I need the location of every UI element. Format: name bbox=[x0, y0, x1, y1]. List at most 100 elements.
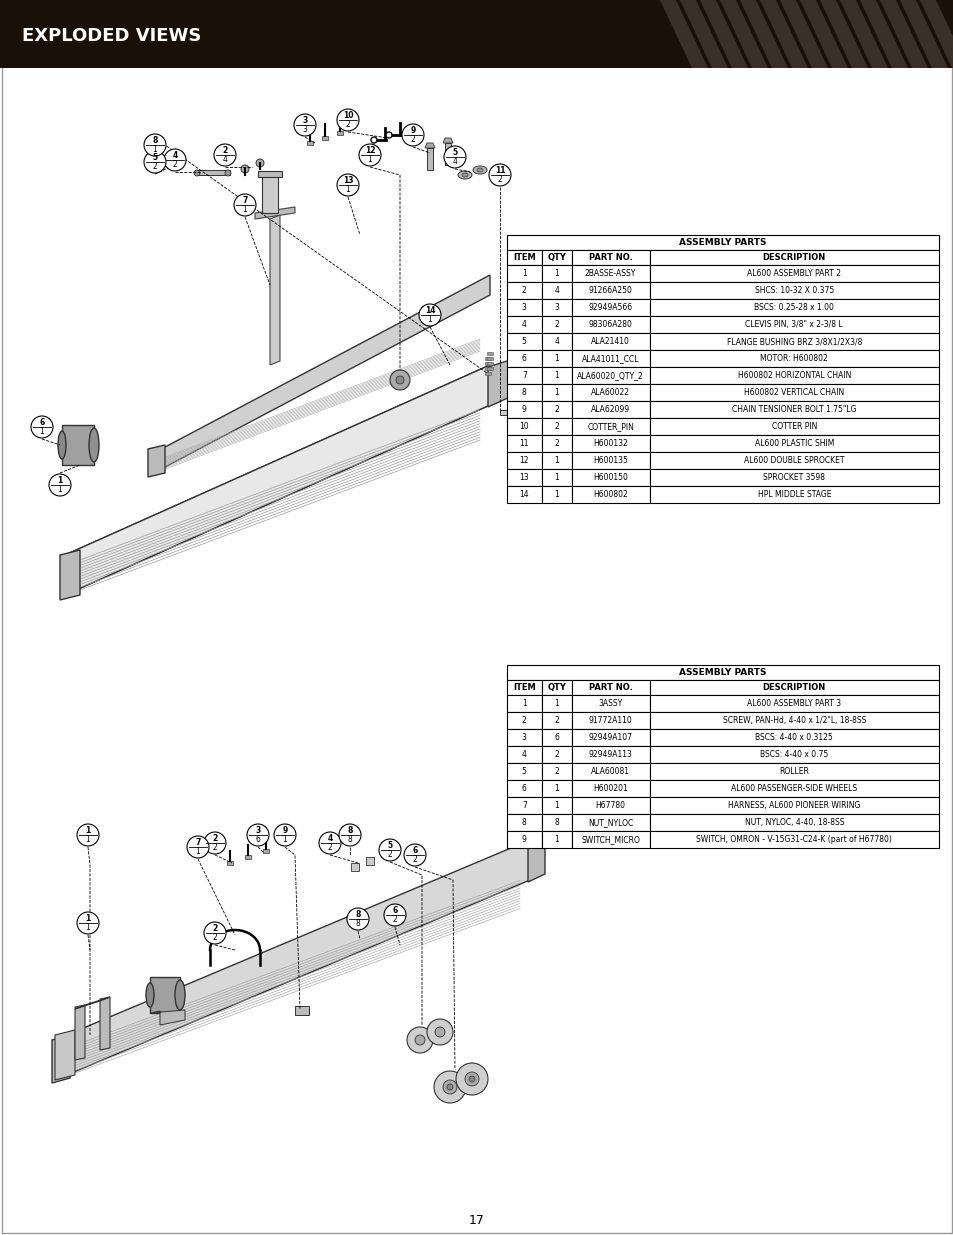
Text: H600802 HORIZONTAL CHAIN: H600802 HORIZONTAL CHAIN bbox=[737, 370, 850, 380]
Text: 1: 1 bbox=[367, 156, 372, 164]
Polygon shape bbox=[227, 861, 233, 864]
Text: 6: 6 bbox=[521, 784, 526, 793]
Text: 2: 2 bbox=[345, 120, 350, 130]
Text: ROLLER: ROLLER bbox=[779, 767, 808, 776]
Bar bbox=[541, 435, 571, 452]
Text: SWITCH, OMRON - V-15G31-C24-K (part of H67780): SWITCH, OMRON - V-15G31-C24-K (part of H… bbox=[696, 835, 891, 844]
Circle shape bbox=[204, 923, 226, 944]
Text: 17: 17 bbox=[469, 1214, 484, 1228]
Text: SWITCH_MICRO: SWITCH_MICRO bbox=[580, 835, 639, 844]
Bar bbox=[571, 746, 649, 763]
Bar bbox=[506, 435, 541, 452]
Text: EXPLODED VIEWS: EXPLODED VIEWS bbox=[22, 27, 201, 44]
Text: ALA21410: ALA21410 bbox=[591, 337, 630, 346]
Polygon shape bbox=[270, 215, 280, 366]
Text: HARNESS, AL600 PIONEER WIRING: HARNESS, AL600 PIONEER WIRING bbox=[727, 802, 860, 810]
Bar bbox=[571, 333, 649, 350]
Text: DESCRIPTION: DESCRIPTION bbox=[761, 683, 825, 692]
Bar bbox=[571, 282, 649, 299]
Bar bbox=[649, 350, 938, 367]
Circle shape bbox=[395, 375, 403, 384]
Circle shape bbox=[390, 370, 410, 390]
Bar bbox=[571, 401, 649, 417]
Polygon shape bbox=[263, 848, 269, 853]
Polygon shape bbox=[65, 366, 490, 595]
Text: 7: 7 bbox=[195, 837, 200, 847]
Text: BSCS: 4-40 x 0.3125: BSCS: 4-40 x 0.3125 bbox=[755, 734, 832, 742]
Text: 91772A110: 91772A110 bbox=[588, 716, 632, 725]
Polygon shape bbox=[55, 840, 530, 1079]
Text: 2: 2 bbox=[497, 175, 502, 184]
Bar bbox=[571, 814, 649, 831]
Circle shape bbox=[77, 911, 99, 934]
Bar bbox=[541, 831, 571, 848]
Polygon shape bbox=[760, 0, 807, 68]
Polygon shape bbox=[679, 0, 727, 68]
Text: H600132: H600132 bbox=[593, 438, 627, 448]
Polygon shape bbox=[919, 0, 953, 68]
Text: 14: 14 bbox=[424, 306, 435, 315]
Bar bbox=[541, 797, 571, 814]
Bar bbox=[506, 249, 541, 266]
Circle shape bbox=[434, 1071, 465, 1103]
Circle shape bbox=[403, 844, 426, 866]
Circle shape bbox=[294, 114, 315, 136]
Bar bbox=[649, 384, 938, 401]
Polygon shape bbox=[351, 863, 358, 871]
Circle shape bbox=[193, 170, 200, 177]
Text: ALA60081: ALA60081 bbox=[591, 767, 630, 776]
Text: MOTOR: H600802: MOTOR: H600802 bbox=[760, 354, 827, 363]
Bar bbox=[649, 367, 938, 384]
Bar bbox=[649, 746, 938, 763]
Bar bbox=[506, 729, 541, 746]
Ellipse shape bbox=[461, 173, 468, 177]
Text: FLANGE BUSHING BRZ 3/8X1/2X3/8: FLANGE BUSHING BRZ 3/8X1/2X3/8 bbox=[726, 337, 862, 346]
Text: 2: 2 bbox=[554, 716, 558, 725]
Text: 1: 1 bbox=[85, 826, 91, 835]
Text: 5: 5 bbox=[452, 148, 457, 157]
Polygon shape bbox=[424, 143, 435, 148]
Polygon shape bbox=[75, 1005, 85, 1060]
Bar bbox=[541, 469, 571, 487]
Text: H600135: H600135 bbox=[593, 456, 627, 466]
Text: 1: 1 bbox=[554, 354, 558, 363]
Text: HPL MIDDLE STAGE: HPL MIDDLE STAGE bbox=[757, 490, 830, 499]
Bar bbox=[541, 763, 571, 781]
Circle shape bbox=[274, 824, 295, 846]
Polygon shape bbox=[245, 855, 251, 860]
Circle shape bbox=[30, 416, 53, 438]
Text: 1: 1 bbox=[554, 269, 558, 278]
Text: 6: 6 bbox=[392, 906, 397, 915]
Polygon shape bbox=[336, 131, 343, 135]
Bar bbox=[649, 781, 938, 797]
Circle shape bbox=[378, 839, 400, 861]
Circle shape bbox=[442, 1079, 456, 1094]
Text: BSCS: 4-40 x 0.75: BSCS: 4-40 x 0.75 bbox=[760, 750, 827, 760]
Circle shape bbox=[407, 1028, 433, 1053]
Bar bbox=[571, 763, 649, 781]
Bar bbox=[257, 170, 282, 177]
Text: 2: 2 bbox=[222, 146, 228, 154]
Circle shape bbox=[144, 135, 166, 156]
Text: 2BASSE-ASSY: 2BASSE-ASSY bbox=[584, 269, 636, 278]
Bar bbox=[506, 401, 541, 417]
Bar bbox=[506, 831, 541, 848]
Bar bbox=[571, 781, 649, 797]
Text: ALA62099: ALA62099 bbox=[591, 405, 630, 414]
Circle shape bbox=[233, 194, 255, 216]
Bar bbox=[541, 367, 571, 384]
Text: ASSEMBLY PARTS: ASSEMBLY PARTS bbox=[679, 238, 766, 247]
Circle shape bbox=[338, 824, 360, 846]
Bar bbox=[541, 282, 571, 299]
Bar bbox=[541, 695, 571, 713]
Bar bbox=[571, 299, 649, 316]
Bar bbox=[541, 729, 571, 746]
Ellipse shape bbox=[473, 165, 486, 174]
Bar bbox=[541, 680, 571, 695]
Circle shape bbox=[435, 1028, 444, 1037]
Circle shape bbox=[384, 904, 406, 926]
Bar bbox=[506, 814, 541, 831]
Text: 91266A250: 91266A250 bbox=[588, 287, 632, 295]
Text: CLEVIS PIN, 3/8" x 2-3/8 L: CLEVIS PIN, 3/8" x 2-3/8 L bbox=[744, 320, 842, 329]
Text: 2: 2 bbox=[213, 924, 217, 932]
